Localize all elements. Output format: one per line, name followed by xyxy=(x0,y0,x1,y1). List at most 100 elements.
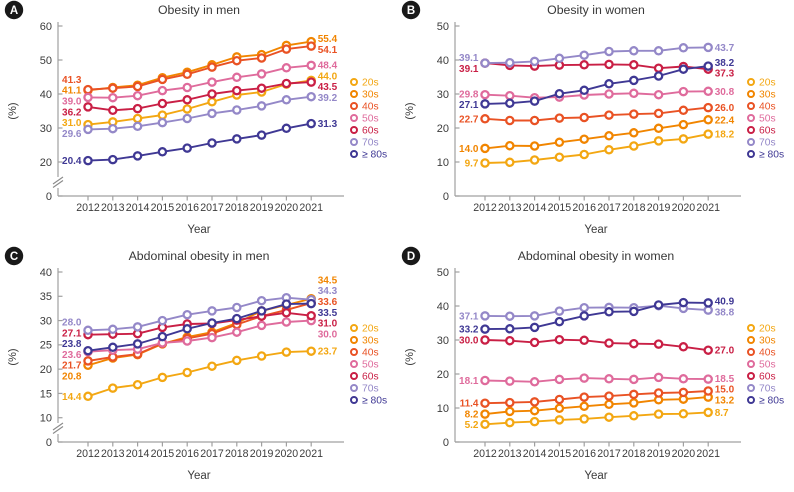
legend-marker-icon xyxy=(747,138,755,146)
data-marker-70s xyxy=(157,117,168,128)
legend-item-ge-80s: ≥ 80s xyxy=(747,396,784,407)
data-marker-60s xyxy=(554,334,565,345)
value-label-50s: 18.5 xyxy=(715,374,735,385)
data-marker-50s xyxy=(604,374,614,384)
legend-item-30s: 30s xyxy=(350,90,379,101)
data-marker-70s xyxy=(207,306,217,316)
value-label-20s: 23.7 xyxy=(318,347,338,358)
data-marker-40s xyxy=(604,391,614,401)
data-marker-ge-80s xyxy=(579,311,589,321)
data-marker-ge-80s xyxy=(83,155,93,166)
axis-break-icon xyxy=(52,176,64,185)
data-marker-60s xyxy=(132,103,143,114)
y-tick-label: 40 xyxy=(40,267,52,279)
x-axis-title: Year xyxy=(584,470,607,482)
data-marker-ge-80s xyxy=(256,306,267,316)
legend-item-70s: 70s xyxy=(747,384,776,395)
legend-label: 40s xyxy=(759,102,776,113)
data-marker-ge-80s xyxy=(703,298,713,308)
data-marker-60s xyxy=(108,105,118,116)
x-tick-label: 2012 xyxy=(473,448,497,460)
x-axis-title: Year xyxy=(187,224,210,236)
panel-C-abdominal-obesity-in-men: C Abdominal obesity in men 0 10 15 20 25 30 35 40… xyxy=(0,246,397,492)
data-marker-40s xyxy=(554,394,565,405)
value-label-60s: 37.3 xyxy=(715,69,735,80)
series-line-50s xyxy=(484,90,709,99)
data-marker-70s xyxy=(554,306,565,316)
x-tick-label: 2015 xyxy=(548,448,572,460)
x-tick-label: 2020 xyxy=(672,448,696,460)
x-tick-label: 2013 xyxy=(498,448,522,460)
data-marker-30s xyxy=(529,141,540,151)
value-label-50s: 30.8 xyxy=(715,87,735,98)
panel-badge-label: B xyxy=(407,5,415,17)
data-marker-30s xyxy=(604,131,614,141)
legend-marker-icon xyxy=(350,384,358,392)
y-tick-label: 30 xyxy=(437,89,449,101)
series-line-ge-80s xyxy=(484,65,709,105)
y-tick-label: 40 xyxy=(437,55,449,67)
value-label-40s: 54.1 xyxy=(318,45,338,56)
chart-title: Obesity in women xyxy=(547,3,645,17)
value-label-60s: 36.2 xyxy=(62,107,82,118)
series-line-30s xyxy=(87,40,312,92)
data-marker-20s xyxy=(678,134,689,144)
panel-badge xyxy=(401,0,421,20)
data-marker-70s xyxy=(529,311,540,321)
data-marker-20s xyxy=(132,113,143,124)
data-marker-40s xyxy=(703,386,713,396)
x-tick-label: 2013 xyxy=(101,202,125,214)
data-marker-ge-80s xyxy=(132,339,143,349)
data-marker-ge-80s xyxy=(529,322,540,333)
legend-item-20s: 20s xyxy=(350,78,379,89)
data-marker-40s xyxy=(554,113,565,123)
chart-title: Abdominal obesity in women xyxy=(518,249,675,263)
x-tick-label: 2012 xyxy=(473,202,497,214)
value-label-70s: 39.2 xyxy=(318,93,338,104)
value-label-60s: 39.1 xyxy=(459,64,479,75)
data-marker-30s xyxy=(480,409,490,419)
data-marker-50s xyxy=(653,89,664,100)
panel-badge xyxy=(4,0,24,20)
data-marker-ge-80s xyxy=(207,138,217,148)
y-axis-title: (%) xyxy=(404,348,416,365)
legend-item-ge-80s: ≥ 80s xyxy=(350,396,387,407)
data-marker-60s xyxy=(281,308,292,318)
panel-badge xyxy=(4,246,24,266)
legend-marker-icon xyxy=(747,90,755,98)
data-marker-50s xyxy=(480,375,490,386)
value-label-50s: 23.6 xyxy=(62,350,82,361)
data-marker-40s xyxy=(653,108,664,119)
y-tick-label: 10 xyxy=(437,157,449,169)
data-marker-60s xyxy=(157,98,168,109)
data-marker-70s xyxy=(256,295,267,306)
data-marker-20s xyxy=(83,391,93,402)
data-marker-50s xyxy=(132,90,143,101)
data-marker-70s xyxy=(678,43,689,53)
data-marker-20s xyxy=(207,361,217,371)
data-marker-20s xyxy=(207,97,217,107)
data-marker-20s xyxy=(157,372,168,383)
legend-marker-icon xyxy=(350,360,358,368)
data-marker-60s xyxy=(480,335,490,345)
y-tick-label: 15 xyxy=(40,388,52,400)
x-tick-label: 2020 xyxy=(275,202,299,214)
data-marker-50s xyxy=(281,317,292,327)
value-label-70s: 43.7 xyxy=(715,43,735,54)
series-line-40s xyxy=(484,390,709,405)
data-marker-50s xyxy=(232,327,242,337)
series-line-20s xyxy=(484,411,709,426)
data-marker-ge-80s xyxy=(653,300,664,310)
data-marker-ge-80s xyxy=(653,71,664,81)
x-tick-label: 2014 xyxy=(523,448,547,460)
axis-break-icon xyxy=(52,180,64,188)
data-marker-ge-80s xyxy=(529,96,540,106)
value-label-ge-80s: 23.8 xyxy=(62,339,82,350)
x-tick-label: 2016 xyxy=(572,202,596,214)
series-line-50s xyxy=(87,319,312,353)
data-marker-40s xyxy=(108,83,118,93)
data-marker-60s xyxy=(629,60,639,70)
legend-item-30s: 30s xyxy=(747,90,776,101)
